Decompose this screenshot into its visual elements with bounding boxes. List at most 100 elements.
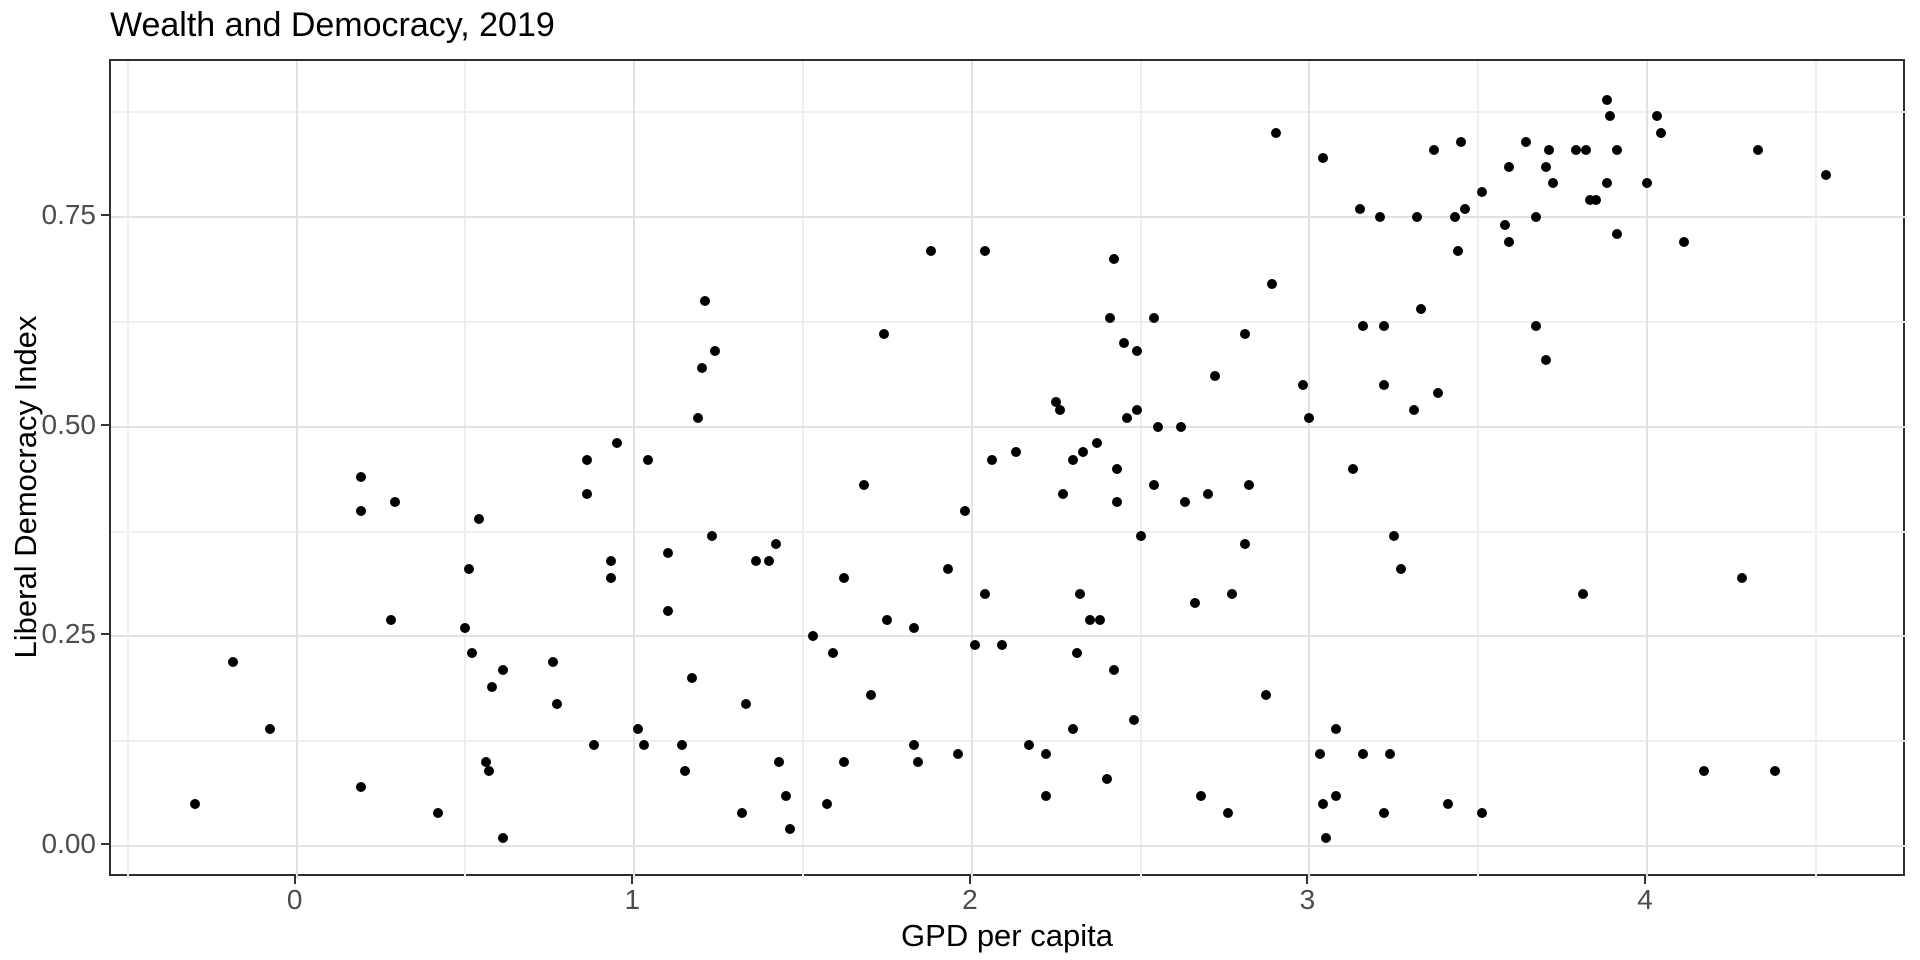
data-point bbox=[1068, 723, 1079, 734]
data-point bbox=[1058, 488, 1068, 499]
data-point bbox=[821, 799, 832, 810]
data-point bbox=[1409, 404, 1420, 415]
data-point bbox=[1503, 161, 1514, 172]
data-point bbox=[605, 555, 616, 566]
data-point bbox=[1297, 379, 1308, 390]
data-point bbox=[1679, 237, 1690, 248]
data-point bbox=[1378, 807, 1389, 818]
gridline-vertical bbox=[1646, 61, 1649, 878]
data-point bbox=[487, 681, 498, 692]
data-point bbox=[676, 740, 687, 751]
data-point bbox=[1385, 748, 1396, 759]
data-point bbox=[1544, 144, 1555, 155]
data-point bbox=[1601, 94, 1612, 105]
data-point bbox=[1604, 111, 1615, 122]
data-point bbox=[771, 539, 782, 550]
data-point bbox=[1571, 144, 1582, 155]
data-point bbox=[1331, 790, 1342, 801]
data-point bbox=[1429, 144, 1440, 155]
gridline-vertical bbox=[1139, 61, 1142, 878]
data-point bbox=[1540, 161, 1551, 172]
gridline-vertical bbox=[802, 61, 805, 878]
data-point bbox=[1095, 614, 1106, 625]
data-point bbox=[467, 648, 478, 659]
y-tick-label: 0.00 bbox=[41, 828, 97, 860]
data-point bbox=[1591, 195, 1602, 206]
data-point bbox=[1736, 572, 1747, 583]
y-tick-mark bbox=[101, 214, 109, 217]
x-tick-mark bbox=[631, 876, 634, 884]
data-point bbox=[987, 455, 998, 466]
data-point bbox=[1577, 589, 1588, 600]
data-point bbox=[1118, 337, 1129, 348]
data-point bbox=[1699, 765, 1710, 776]
x-tick-mark bbox=[1306, 876, 1309, 884]
data-point bbox=[582, 455, 592, 466]
data-point bbox=[943, 564, 954, 575]
data-point bbox=[1476, 186, 1487, 197]
x-tick-mark bbox=[968, 876, 971, 884]
data-point bbox=[190, 799, 201, 810]
gridline-vertical bbox=[126, 61, 129, 878]
data-point bbox=[1547, 178, 1558, 189]
data-point bbox=[1500, 220, 1511, 231]
x-tick-mark bbox=[1644, 876, 1647, 884]
data-point bbox=[1122, 413, 1133, 424]
data-point bbox=[612, 438, 623, 449]
data-point bbox=[463, 564, 474, 575]
data-point bbox=[663, 606, 674, 617]
data-point bbox=[355, 472, 366, 483]
gridline-horizontal bbox=[111, 740, 1907, 743]
data-point bbox=[473, 513, 484, 524]
data-point bbox=[1054, 404, 1065, 415]
data-point bbox=[1503, 237, 1514, 248]
data-point bbox=[970, 639, 981, 650]
data-point bbox=[750, 555, 761, 566]
data-point bbox=[548, 656, 559, 667]
y-tick-mark bbox=[101, 843, 109, 846]
data-point bbox=[632, 723, 643, 734]
data-point bbox=[1085, 614, 1096, 625]
data-point bbox=[953, 748, 964, 759]
data-point bbox=[1010, 446, 1021, 457]
data-point bbox=[1270, 128, 1281, 139]
gridline-horizontal bbox=[111, 425, 1907, 428]
data-point bbox=[1378, 321, 1389, 332]
data-point bbox=[1078, 446, 1089, 457]
data-point bbox=[1243, 480, 1254, 491]
x-tick-label: 4 bbox=[1637, 884, 1653, 915]
y-tick-label: 0.25 bbox=[41, 618, 97, 650]
y-tick-label: 0.75 bbox=[41, 199, 97, 231]
data-point bbox=[497, 832, 508, 843]
gridline-horizontal bbox=[111, 320, 1907, 323]
data-point bbox=[1041, 748, 1052, 759]
data-point bbox=[1432, 388, 1443, 399]
data-point bbox=[710, 346, 721, 357]
data-point bbox=[838, 757, 849, 768]
data-point bbox=[639, 740, 650, 751]
data-point bbox=[1149, 480, 1160, 491]
data-point bbox=[484, 765, 495, 776]
data-point bbox=[355, 782, 366, 793]
data-point bbox=[1655, 128, 1666, 139]
data-point bbox=[1820, 170, 1831, 181]
data-point bbox=[1209, 371, 1220, 382]
data-point bbox=[588, 740, 599, 751]
data-point bbox=[960, 505, 971, 516]
data-point bbox=[1581, 144, 1592, 155]
data-point bbox=[879, 329, 890, 340]
data-point bbox=[460, 623, 471, 634]
x-tick-mark bbox=[293, 876, 296, 884]
data-point bbox=[1260, 690, 1271, 701]
data-point bbox=[784, 824, 795, 835]
data-point bbox=[1456, 136, 1467, 147]
x-tick-label: 2 bbox=[962, 884, 978, 915]
data-point bbox=[865, 690, 876, 701]
data-point bbox=[858, 480, 869, 491]
gridline-horizontal bbox=[111, 635, 1907, 638]
data-point bbox=[1321, 832, 1332, 843]
data-point bbox=[997, 639, 1008, 650]
data-point bbox=[1453, 245, 1463, 256]
data-point bbox=[1412, 212, 1423, 223]
data-point bbox=[1358, 748, 1369, 759]
